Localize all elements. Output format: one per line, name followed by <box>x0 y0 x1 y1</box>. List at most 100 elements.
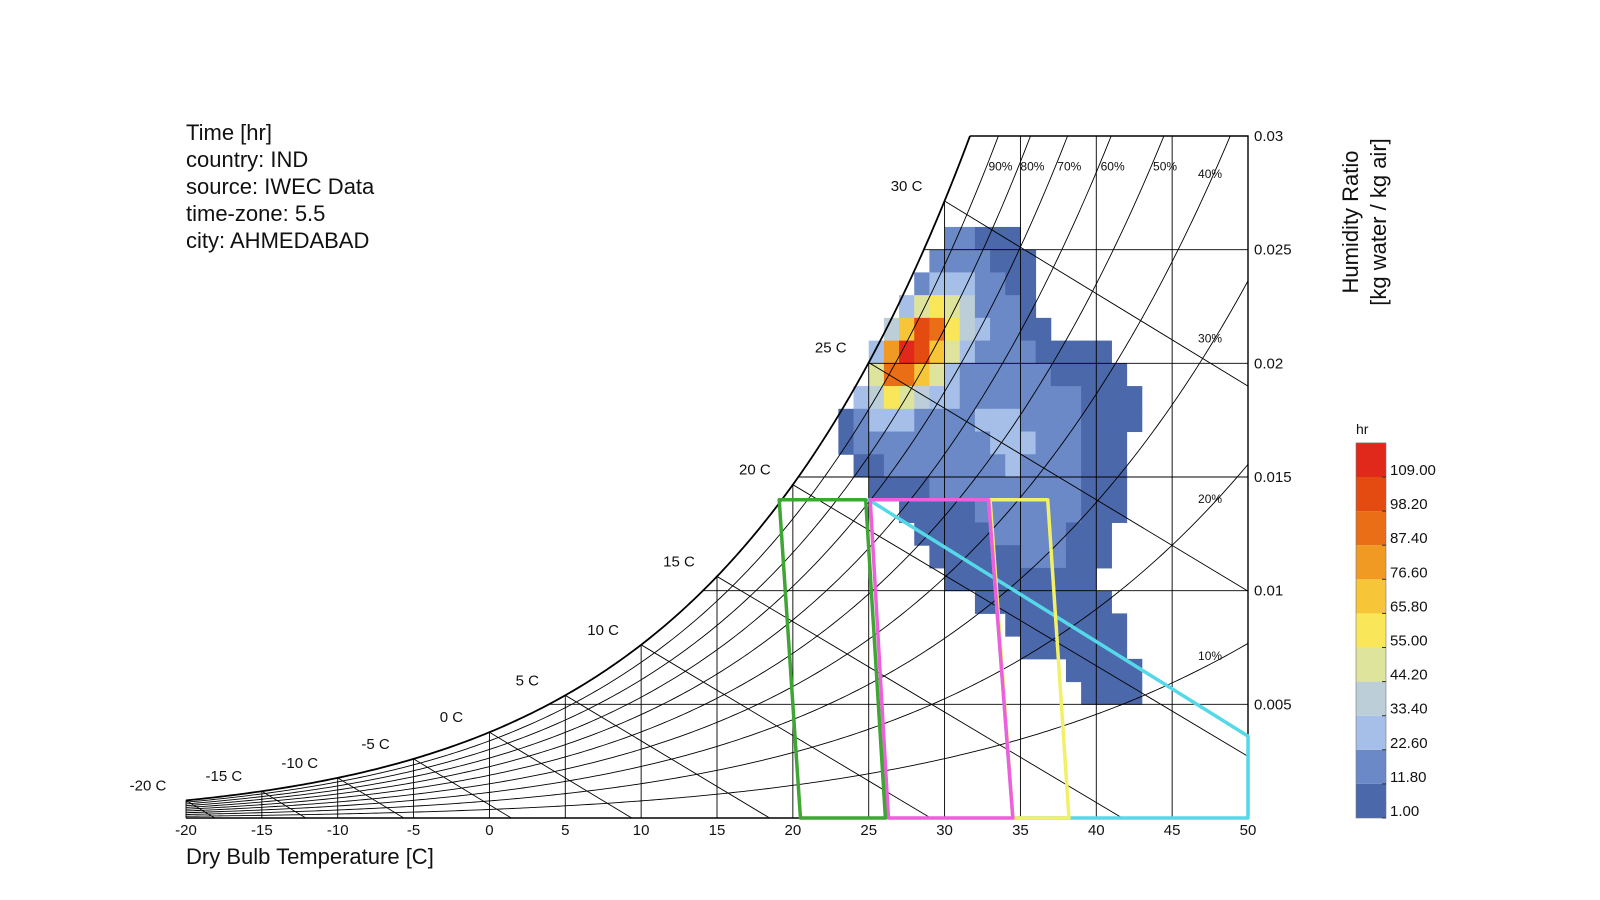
legend-label: 109.00 <box>1390 462 1436 479</box>
heat-cell <box>1050 408 1067 433</box>
info-line: city: AHMEDABAD <box>186 228 369 253</box>
heat-cell <box>929 317 946 342</box>
heat-cell <box>1081 545 1097 569</box>
heat-cell <box>1050 499 1067 523</box>
rh-label: 90% <box>988 160 1012 174</box>
heat-cell <box>929 499 946 523</box>
x-tick-label: 40 <box>1088 822 1105 839</box>
heat-cell <box>1065 431 1082 455</box>
heat-cell <box>944 249 961 273</box>
heat-cell <box>929 340 946 364</box>
heat-cell <box>929 363 946 387</box>
heat-cell <box>1035 613 1052 637</box>
heat-cell <box>1035 317 1052 342</box>
heat-cell <box>959 431 976 455</box>
heat-cell <box>959 317 976 342</box>
heat-cell <box>838 408 855 433</box>
heat-cell <box>838 431 855 455</box>
heat-cell <box>1050 363 1067 387</box>
heat-cell <box>1035 454 1052 478</box>
heat-cell <box>1005 613 1021 637</box>
heat-cell <box>1096 477 1112 501</box>
heat-cell <box>1096 386 1112 410</box>
heat-cell <box>1111 477 1128 501</box>
heat-cell <box>1020 454 1037 478</box>
heat-cell <box>1035 636 1052 660</box>
heat-cell <box>1065 340 1082 364</box>
x-tick-label: 50 <box>1240 822 1257 839</box>
heat-cell <box>914 454 930 478</box>
legend-label: 87.40 <box>1390 530 1428 547</box>
heat-cell <box>899 454 915 478</box>
rh-label: 10% <box>1198 649 1222 663</box>
x-tick-label: 35 <box>1012 822 1029 839</box>
heat-cell <box>883 477 900 501</box>
heat-cell <box>1020 317 1037 342</box>
heat-cell <box>1111 454 1128 478</box>
legend-frame <box>1355 442 1387 819</box>
rh-label: 30% <box>1198 331 1222 345</box>
heat-cell <box>944 522 961 546</box>
heat-cell <box>883 363 900 387</box>
heat-cell <box>1065 522 1082 546</box>
heat-cell <box>1096 681 1112 705</box>
heat-cell <box>1111 363 1128 387</box>
wet-bulb-label: 10 C <box>587 622 619 639</box>
info-line: time-zone: 5.5 <box>186 201 325 226</box>
heat-cell <box>974 454 991 478</box>
heat-cell <box>1005 272 1021 296</box>
legend-label: 98.20 <box>1390 496 1428 513</box>
heat-cell <box>1050 545 1067 569</box>
heat-cell <box>1035 340 1052 364</box>
heat-cell <box>868 454 885 478</box>
heat-cell <box>899 499 915 523</box>
heat-cell <box>944 408 961 433</box>
heat-cell <box>1081 636 1097 660</box>
heat-cell <box>899 363 915 387</box>
heat-cell <box>883 386 900 410</box>
rh-label: 20% <box>1198 492 1222 506</box>
heat-cell <box>1081 386 1097 410</box>
wet-bulb-label: 5 C <box>516 672 540 689</box>
heat-cell <box>1035 477 1052 501</box>
legend-label: 76.60 <box>1390 564 1428 581</box>
legend-swatch <box>1356 715 1386 750</box>
heat-cell <box>959 454 976 478</box>
heat-cell <box>1111 499 1128 523</box>
heat-cell <box>974 226 991 251</box>
rh-curve <box>185 135 1068 807</box>
wet-bulb-label: -10 C <box>281 755 318 772</box>
heat-cell <box>1081 590 1097 614</box>
y-tick-label: 0.01 <box>1254 583 1283 600</box>
heat-cell <box>959 499 976 523</box>
heat-cell <box>974 590 991 614</box>
x-tick-label: -20 <box>175 822 197 839</box>
heat-cell <box>959 567 976 592</box>
y-tick-label: 0.015 <box>1254 469 1292 486</box>
comfort-polygon <box>777 497 888 820</box>
rh-label: 50% <box>1153 160 1177 174</box>
heat-cell <box>1005 386 1021 410</box>
heat-cell <box>929 386 946 410</box>
y-tick-label: 0.005 <box>1254 696 1292 713</box>
heat-cell <box>914 499 930 523</box>
heat-cell <box>914 317 930 342</box>
info-line: Time [hr] <box>186 120 272 145</box>
heat-cell <box>899 431 915 455</box>
heat-cell <box>974 249 991 273</box>
info-line: country: IND <box>186 147 308 172</box>
heat-cell <box>1081 658 1097 683</box>
heat-cell <box>1020 545 1037 569</box>
x-tick-label: -15 <box>251 822 273 839</box>
heat-cell <box>1096 454 1112 478</box>
heat-cell <box>1065 499 1082 523</box>
legend-swatch <box>1356 545 1386 580</box>
legend-swatch <box>1356 783 1386 818</box>
heat-cell <box>1020 363 1037 387</box>
legend-swatch <box>1356 442 1386 477</box>
heat-cell <box>959 363 976 387</box>
legend-swatch <box>1356 579 1386 614</box>
wet-bulb-label: 25 C <box>815 340 847 357</box>
heat-cell <box>1005 477 1021 501</box>
heat-cell <box>974 272 991 296</box>
